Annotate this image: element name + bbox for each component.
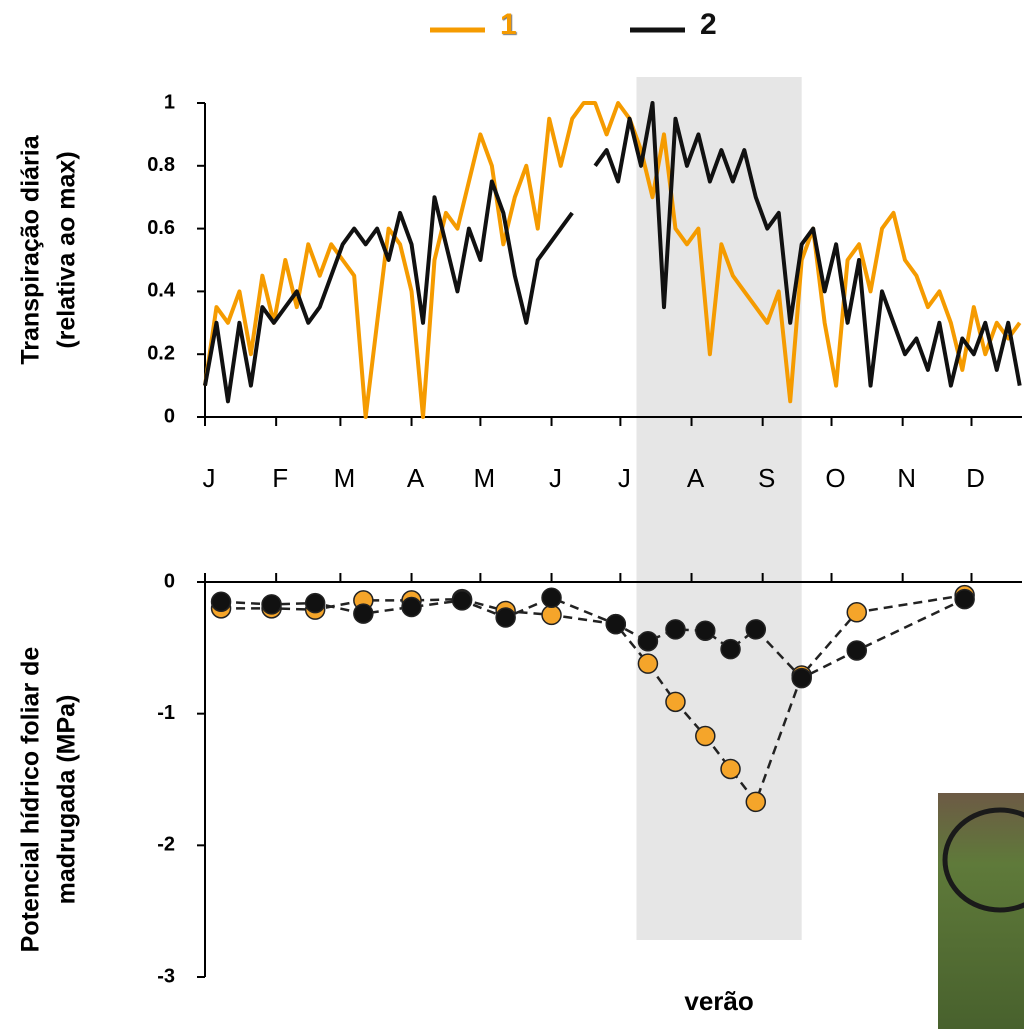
point [695, 620, 716, 641]
point [745, 791, 767, 813]
legend-label: 2 [700, 8, 717, 41]
x-tick-label: J [549, 463, 562, 493]
y-tick-label: -2 [157, 834, 175, 856]
summer-band [636, 77, 802, 940]
y-axis-label: Transpiração diária [17, 134, 45, 364]
y-tick-label: 1 [164, 91, 175, 113]
y-axis-label: madrugada (MPa) [53, 695, 81, 905]
point [637, 653, 659, 674]
point [745, 619, 767, 640]
x-tick-label: F [272, 463, 288, 493]
x-tick-label: S [758, 463, 775, 493]
point [495, 607, 516, 628]
y-tick-label: 0 [164, 405, 175, 427]
point [353, 603, 374, 624]
point [401, 596, 422, 618]
point [665, 619, 686, 640]
point [261, 594, 282, 615]
x-tick-label: A [687, 463, 705, 493]
x-tick-label: N [897, 463, 916, 493]
point [304, 592, 326, 614]
point [846, 640, 868, 661]
y-tick-label: 0.2 [147, 342, 175, 364]
x-tick-label: J [203, 463, 216, 493]
x-tick-label: O [825, 463, 845, 493]
y-axis-label: Potencial hídrico foliar de [17, 647, 45, 953]
y-tick-label: 0 [164, 570, 175, 592]
y-tick-label: 0.8 [147, 154, 175, 176]
point [605, 613, 627, 635]
y-tick-label: 0.6 [147, 217, 175, 239]
point [541, 587, 562, 609]
x-tick-label: A [407, 463, 425, 493]
point [541, 604, 562, 626]
photo-ring [942, 807, 1024, 913]
point [210, 591, 232, 612]
y-axis-label: (relativa ao max) [53, 151, 81, 348]
point [451, 590, 473, 611]
point [720, 638, 741, 660]
series-line [593, 101, 1022, 388]
point [846, 602, 868, 623]
y-tick-label: 0.4 [147, 280, 176, 302]
y-tick-label: -1 [157, 702, 175, 724]
summer-label: verão [684, 986, 753, 1016]
point [665, 691, 686, 713]
point [791, 667, 812, 689]
point [695, 725, 716, 747]
series-line [203, 101, 1022, 419]
point [637, 631, 659, 652]
series-line [203, 179, 574, 404]
legend-label: 1 [500, 8, 517, 41]
x-tick-label: J [618, 463, 631, 493]
point [954, 588, 975, 610]
y-tick-label: -3 [157, 965, 175, 987]
x-tick-label: M [334, 463, 356, 493]
x-tick-label: M [474, 463, 496, 493]
connector-line [221, 593, 965, 805]
point [720, 758, 741, 780]
x-tick-label: D [966, 463, 985, 493]
